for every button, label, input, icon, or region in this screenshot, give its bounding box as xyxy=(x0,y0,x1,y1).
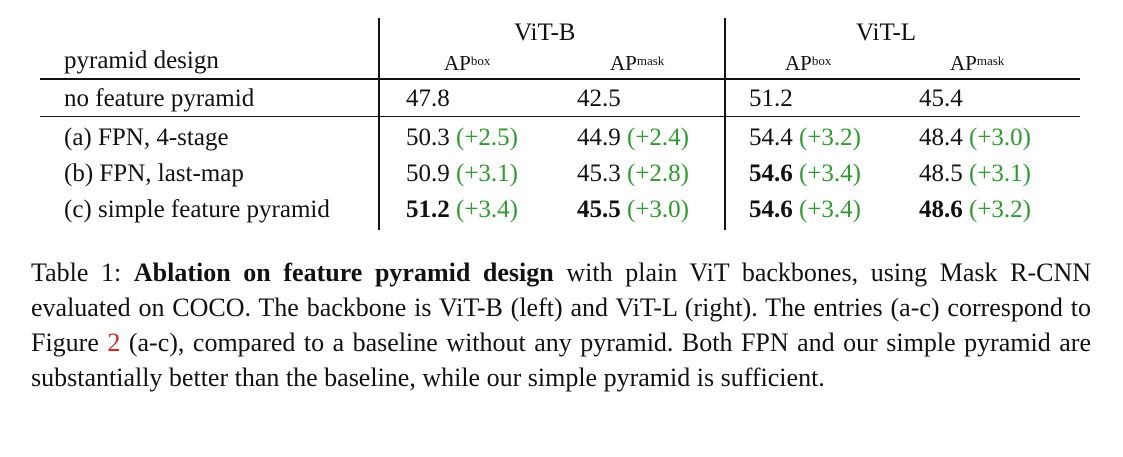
row-a-vitb-mask: 44.9 (+2.4) xyxy=(577,124,689,151)
row-c-vitl-mask: 48.6 (+3.2) xyxy=(919,196,1031,223)
baseline-vitl-mask: 45.4 xyxy=(919,85,963,112)
row-b-label: (b) FPN, last-map xyxy=(64,160,244,187)
caption-text-part2: (a-c), compared to a baseline without an… xyxy=(31,328,1091,392)
row-c-vitb-box: 51.2 (+3.4) xyxy=(406,196,518,223)
row-a-label: (a) FPN, 4-stage xyxy=(64,124,229,151)
header-rule xyxy=(40,78,1080,80)
row-b-vitl-mask: 48.5 (+3.1) xyxy=(919,160,1031,187)
row-b-vitl-box: 54.6 (+3.4) xyxy=(749,160,861,187)
figure-reference-link[interactable]: 2 xyxy=(107,328,121,357)
baseline-vitb-mask: 42.5 xyxy=(577,85,621,112)
metric-header-vitb-mask: APmask xyxy=(610,51,665,75)
baseline-label: no feature pyramid xyxy=(64,85,255,112)
row-c-vitl-box: 54.6 (+3.4) xyxy=(749,196,861,223)
row-b-vitb-mask: 45.3 (+2.8) xyxy=(577,160,689,187)
caption-prefix: Table 1: xyxy=(31,258,134,287)
baseline-rule xyxy=(40,116,1080,117)
row-a-vitl-mask: 48.4 (+3.0) xyxy=(919,124,1031,151)
row-header-pyramid-design: pyramid design xyxy=(64,47,219,74)
vertical-divider-label xyxy=(378,18,380,230)
row-a-vitb-box: 50.3 (+2.5) xyxy=(406,124,518,151)
caption-bold-title: Ablation on feature pyramid design xyxy=(133,258,554,287)
caption-text-part1: with plain ViT backbones, using Mask R-C… xyxy=(31,258,1092,357)
group-header-vitb: ViT-B xyxy=(514,19,576,46)
metric-header-vitl-mask: APmask xyxy=(950,51,1005,75)
row-b-vitb-box: 50.9 (+3.1) xyxy=(406,160,518,187)
results-table: ViT-B ViT-L pyramid design APbox APmask … xyxy=(40,14,1080,234)
baseline-vitb-box: 47.8 xyxy=(406,85,450,112)
row-a-vitl-box: 54.4 (+3.2) xyxy=(749,124,861,151)
metric-header-vitb-box: APbox xyxy=(444,51,491,75)
row-c-vitb-mask: 45.5 (+3.0) xyxy=(577,196,689,223)
baseline-vitl-box: 51.2 xyxy=(749,85,793,112)
row-c-label: (c) simple feature pyramid xyxy=(64,196,330,223)
vertical-divider-vitb xyxy=(724,18,726,230)
metric-header-vitl-box: APbox xyxy=(785,51,832,75)
group-header-vitl: ViT-L xyxy=(856,19,917,46)
table-caption: Table 1: Ablation on feature pyramid des… xyxy=(31,255,1091,395)
